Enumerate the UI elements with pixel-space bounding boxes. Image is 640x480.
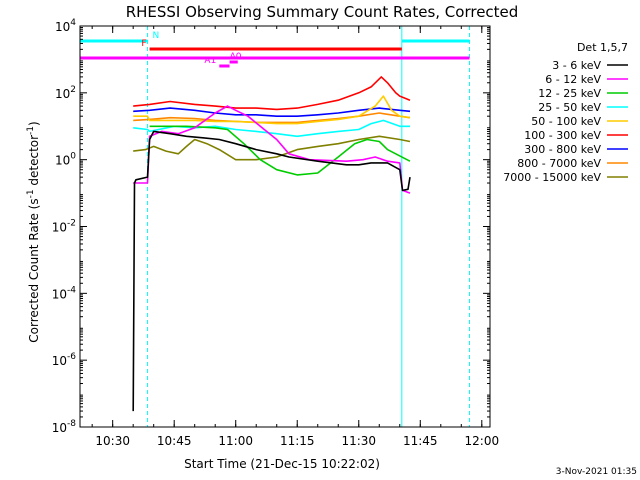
x-axis: 10:30 10:45 11:00 11:15 11:30 11:45 12:00	[91, 26, 500, 448]
legend-label-4: 50 - 100 keV	[531, 115, 601, 128]
y-tick-exponent: -4	[67, 285, 76, 295]
y-axis-label-main: Corrected Count Rate (s	[27, 198, 41, 342]
plot-frame	[79, 25, 491, 428]
x-tick-label-0: 10:30	[95, 434, 130, 448]
y-tick-exponent: -6	[67, 352, 76, 362]
legend-label-0: 3 - 6 keV	[552, 59, 601, 72]
x-tick-label-3: 11:15	[280, 434, 315, 448]
y-tick-exponent: 2	[70, 85, 76, 95]
y-axis-label-mid: detector	[27, 135, 41, 190]
y-tick-label-6: 10-8	[52, 419, 77, 435]
y-tick-exponent: -8	[67, 419, 76, 429]
y-axis-label-end: )	[27, 121, 41, 126]
y-axis-label: Corrected Count Rate (s-1 detector-1)	[26, 121, 41, 342]
legend-label-7: 800 - 7000 keV	[517, 157, 601, 170]
series-line-7	[133, 112, 411, 124]
legend-label-2: 12 - 25 keV	[538, 87, 601, 100]
y-tick-label-3: 10-2	[52, 219, 76, 235]
flag-label-0: N	[153, 31, 160, 41]
series-line-4	[133, 95, 411, 125]
chart-title: RHESSI Observing Summary Count Rates, Co…	[126, 3, 519, 21]
x-tick-label-6: 12:00	[465, 434, 500, 448]
y-tick-label-1: 102	[55, 85, 76, 101]
y-axis-label-sup1: -1	[26, 189, 36, 198]
series-line-2	[149, 125, 411, 176]
y-tick-base: 10	[55, 20, 70, 34]
flag-label-4: A1	[204, 56, 216, 66]
series-line-0	[132, 130, 411, 412]
y-tick-label-0: 104	[55, 18, 76, 34]
y-tick-exponent: 4	[70, 18, 76, 28]
y-tick-exponent: 0	[70, 152, 76, 162]
y-tick-exponent: -2	[67, 219, 76, 229]
flag-label-5: A0	[230, 52, 242, 62]
x-tick-label-1: 10:45	[157, 434, 192, 448]
y-tick-base: 10	[52, 421, 67, 435]
series-line-5	[133, 76, 411, 111]
y-axis-label-sup2: -1	[26, 126, 36, 135]
y-tick-base: 10	[52, 287, 67, 301]
legend-label-8: 7000 - 15000 keV	[503, 171, 601, 184]
series-line-1	[133, 105, 411, 194]
series-line-3	[133, 119, 410, 138]
series-line-8	[133, 135, 411, 161]
y-tick-label-4: 10-4	[52, 285, 77, 301]
flag-label-2: F	[141, 39, 146, 49]
y-tick-label-5: 10-6	[52, 352, 77, 368]
footer-date: 3-Nov-2021 01:35	[556, 467, 637, 477]
legend-label-3: 25 - 50 keV	[538, 101, 601, 114]
y-tick-base: 10	[52, 221, 67, 235]
x-tick-label-5: 11:45	[403, 434, 438, 448]
legend-title: Det 1,5,7	[577, 41, 628, 54]
y-tick-base: 10	[52, 354, 67, 368]
y-tick-base: 10	[55, 154, 70, 168]
legend-label-5: 100 - 300 keV	[524, 129, 601, 142]
x-tick-label-2: 11:00	[218, 434, 253, 448]
x-tick-label-4: 11:30	[341, 434, 376, 448]
y-tick-label-2: 100	[55, 152, 76, 168]
legend-label-6: 300 - 800 keV	[524, 143, 601, 156]
plot-elements: NF A1 A0	[79, 26, 470, 427]
y-tick-base: 10	[55, 87, 70, 101]
x-axis-label: Start Time (21-Dec-15 10:22:02)	[184, 457, 380, 471]
series-line-6	[133, 107, 411, 117]
legend-label-1: 6 - 12 keV	[545, 73, 601, 86]
